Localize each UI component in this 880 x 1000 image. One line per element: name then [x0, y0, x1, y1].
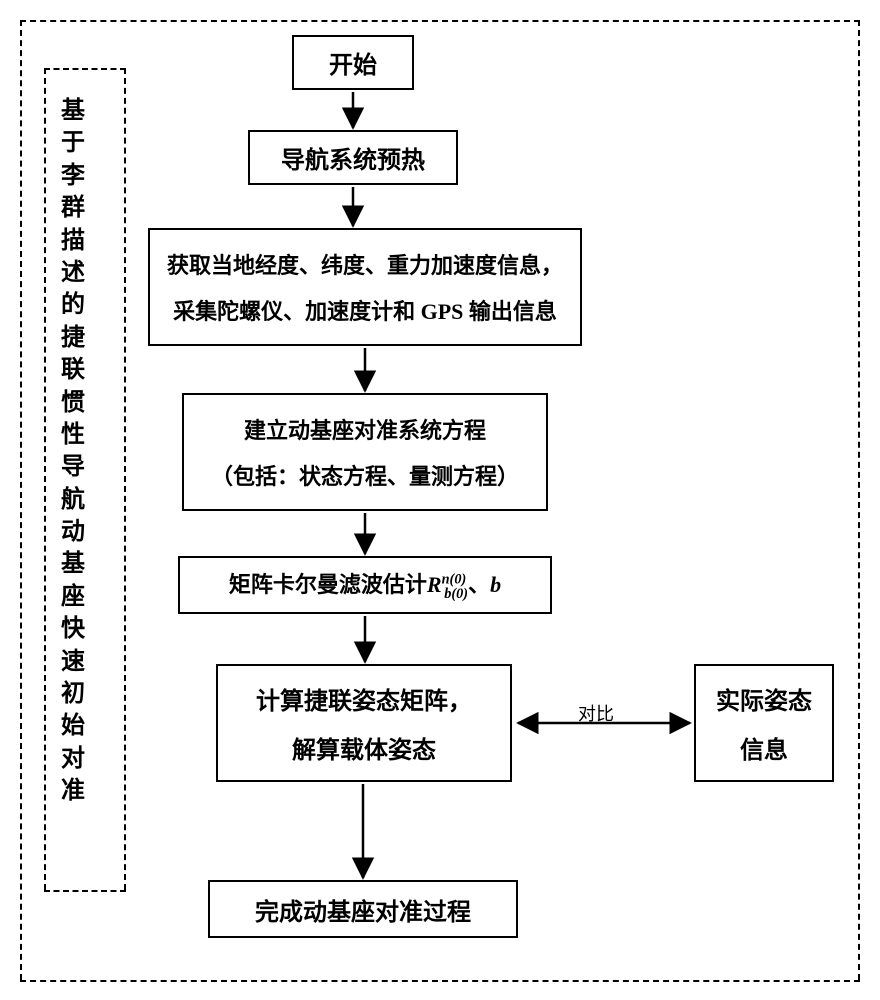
- node-label: 获取当地经度、纬度、重力加速度信息，: [167, 248, 563, 280]
- node-actual: 实际姿态 信息: [694, 664, 834, 782]
- inner-title-border: [124, 68, 126, 890]
- node-label: 建立动基座对准系统方程: [244, 413, 486, 445]
- node-compute: 计算捷联姿态矩阵， 解算载体姿态: [216, 664, 512, 782]
- inner-title-border: [44, 68, 126, 70]
- outer-border: [20, 980, 860, 982]
- node-label: 信息: [740, 730, 788, 765]
- node-model: 建立动基座对准系统方程 （包括：状态方程、量测方程）: [182, 393, 548, 511]
- node-label: （包括：状态方程、量测方程）: [211, 459, 519, 491]
- node-warmup: 导航系统预热: [248, 130, 458, 185]
- inner-title-border: [44, 68, 46, 890]
- node-label: 采集陀螺仪、加速度计和 GPS 输出信息: [173, 294, 557, 326]
- node-kalman: 矩阵卡尔曼滤波估计Rn(0)b(0)、b: [178, 556, 552, 614]
- node-label: 开始: [329, 45, 377, 80]
- node-label: 完成动基座对准过程: [255, 892, 471, 927]
- outer-border: [858, 20, 860, 980]
- vertical-title: 基于李群描述的捷联惯性导航动基座快速初始对准: [58, 95, 88, 808]
- node-start: 开始: [292, 35, 414, 90]
- node-label: 矩阵卡尔曼滤波估计Rn(0)b(0)、b: [229, 567, 501, 602]
- edge-label-compare: 对比: [578, 700, 614, 726]
- node-done: 完成动基座对准过程: [208, 880, 518, 938]
- node-label: 实际姿态: [716, 681, 812, 716]
- diagram-canvas: 基于李群描述的捷联惯性导航动基座快速初始对准 开始 导航系统预热 获取当地经度、…: [0, 0, 880, 1000]
- node-label: 计算捷联姿态矩阵，: [256, 681, 472, 716]
- outer-border: [20, 20, 22, 980]
- node-acquire: 获取当地经度、纬度、重力加速度信息， 采集陀螺仪、加速度计和 GPS 输出信息: [148, 228, 582, 346]
- node-label: 解算载体姿态: [292, 730, 436, 765]
- inner-title-border: [44, 890, 126, 892]
- node-label: 导航系统预热: [281, 140, 425, 175]
- outer-border: [20, 20, 860, 22]
